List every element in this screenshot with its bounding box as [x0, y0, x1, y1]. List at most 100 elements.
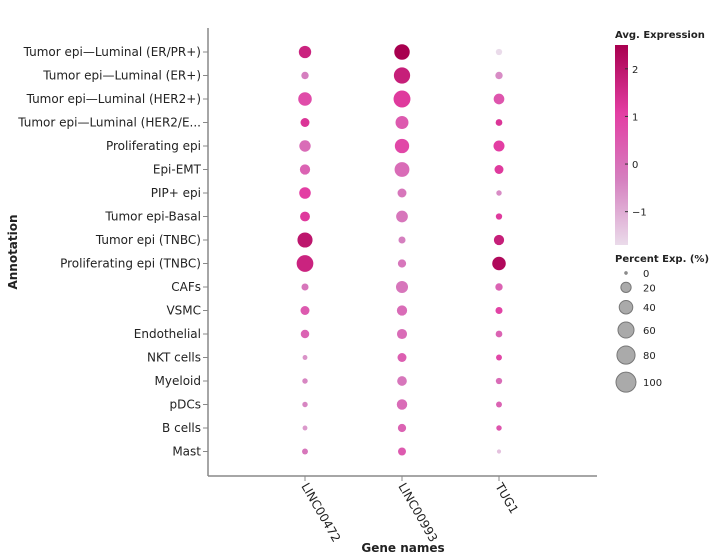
dot	[396, 305, 408, 316]
dot	[302, 355, 308, 360]
dot	[302, 425, 308, 431]
dot	[301, 283, 309, 291]
size-legend-dot	[620, 281, 632, 293]
dot	[495, 213, 503, 220]
size-legend-label: 60	[643, 326, 656, 337]
dot	[398, 447, 406, 456]
dot	[495, 377, 503, 385]
row-label: Tumor epi—Luminal (HER2+)	[26, 92, 201, 106]
dot	[297, 232, 313, 248]
dot	[299, 187, 311, 199]
dot	[393, 90, 411, 108]
size-legend-dot	[624, 271, 628, 275]
row-label: CAFs	[171, 280, 201, 294]
dot	[298, 92, 312, 106]
dot	[296, 255, 314, 272]
size-legend-title: Percent Exp. (%)	[615, 254, 709, 265]
size-legend-dot	[617, 321, 635, 339]
dot	[494, 165, 504, 174]
dot	[394, 44, 410, 60]
dot	[496, 425, 502, 431]
row-label: pDCs	[170, 398, 202, 412]
row-label: Epi-EMT	[153, 163, 202, 177]
color-bar-tick-label: 1	[632, 112, 638, 123]
dot	[397, 376, 407, 386]
color-bar-tick-label: 2	[632, 65, 638, 76]
dot	[495, 306, 503, 315]
dot	[394, 162, 410, 177]
color-legend-title: Avg. Expression	[615, 30, 705, 41]
column-labels: LINC00472 LINC00993 TUG1	[298, 480, 521, 545]
dot	[493, 234, 505, 246]
dot	[300, 118, 310, 127]
dot	[302, 401, 308, 408]
dot	[495, 48, 503, 56]
dot	[300, 306, 310, 315]
size-legend: 0 20 40 60 80 100	[615, 269, 662, 393]
dot	[302, 378, 308, 384]
row-label: Proliferating epi	[106, 139, 201, 153]
dot	[397, 188, 407, 198]
color-bar-tick-label: 0	[632, 160, 638, 171]
dot	[398, 236, 406, 244]
row-label: Tumor epi—Luminal (ER+)	[42, 69, 201, 83]
column-label: TUG1	[492, 480, 521, 516]
size-legend-label: 80	[643, 351, 656, 362]
dot	[396, 210, 408, 223]
dot	[302, 448, 308, 455]
dots	[296, 44, 506, 456]
row-label: B cells	[162, 421, 201, 435]
row-label: VSMC	[166, 304, 201, 318]
x-axis-title: Gene names	[361, 541, 444, 555]
dot	[495, 119, 503, 126]
dot	[496, 401, 502, 408]
row-label: NKT cells	[147, 351, 201, 365]
dot	[397, 353, 407, 362]
size-legend-dot	[618, 299, 634, 315]
dot	[397, 423, 407, 433]
dot	[300, 211, 310, 222]
row-label: Tumor epi (TNBC)	[95, 233, 201, 247]
dot	[496, 354, 502, 361]
column-label: LINC00993	[395, 481, 440, 545]
dot	[492, 256, 506, 271]
dot	[493, 140, 505, 152]
row-label: PIP+ epi	[151, 186, 201, 200]
dot	[301, 71, 309, 80]
dot	[496, 449, 502, 454]
dot	[493, 93, 505, 105]
dot	[496, 190, 502, 196]
size-legend-label: 40	[643, 303, 656, 314]
dot	[298, 45, 312, 59]
column-ticks	[304, 476, 500, 481]
dot	[396, 399, 408, 410]
dot	[495, 71, 503, 80]
column-label: LINC00472	[298, 481, 343, 545]
row-label: Tumor epi-Basal	[104, 210, 201, 224]
color-bar-tick-label: −1	[632, 208, 647, 219]
color-bar	[615, 45, 628, 245]
row-label: Mast	[172, 445, 201, 459]
dot	[495, 283, 503, 291]
row-labels: Tumor epi—Luminal (ER/PR+) Tumor epi—Lumi…	[17, 45, 201, 459]
color-bar-ticks: 2 1 0 −1	[625, 65, 647, 219]
dot	[299, 164, 311, 175]
dot	[393, 67, 411, 84]
size-legend-dot	[616, 345, 636, 365]
dot	[397, 259, 407, 268]
size-legend-label: 0	[643, 269, 649, 280]
row-ticks	[203, 51, 208, 452]
size-legend-label: 100	[643, 378, 662, 389]
dot	[395, 280, 409, 294]
dot	[299, 140, 311, 152]
row-label: Tumor epi—Luminal (ER/PR+)	[23, 45, 201, 59]
dot	[394, 138, 410, 154]
y-axis-title: Annotation	[6, 214, 20, 289]
size-legend-dot	[615, 371, 637, 393]
dot	[396, 328, 408, 340]
size-legend-label: 20	[643, 283, 656, 294]
row-label: Myeloid	[155, 374, 201, 388]
dot	[300, 329, 310, 339]
dot	[395, 116, 409, 129]
